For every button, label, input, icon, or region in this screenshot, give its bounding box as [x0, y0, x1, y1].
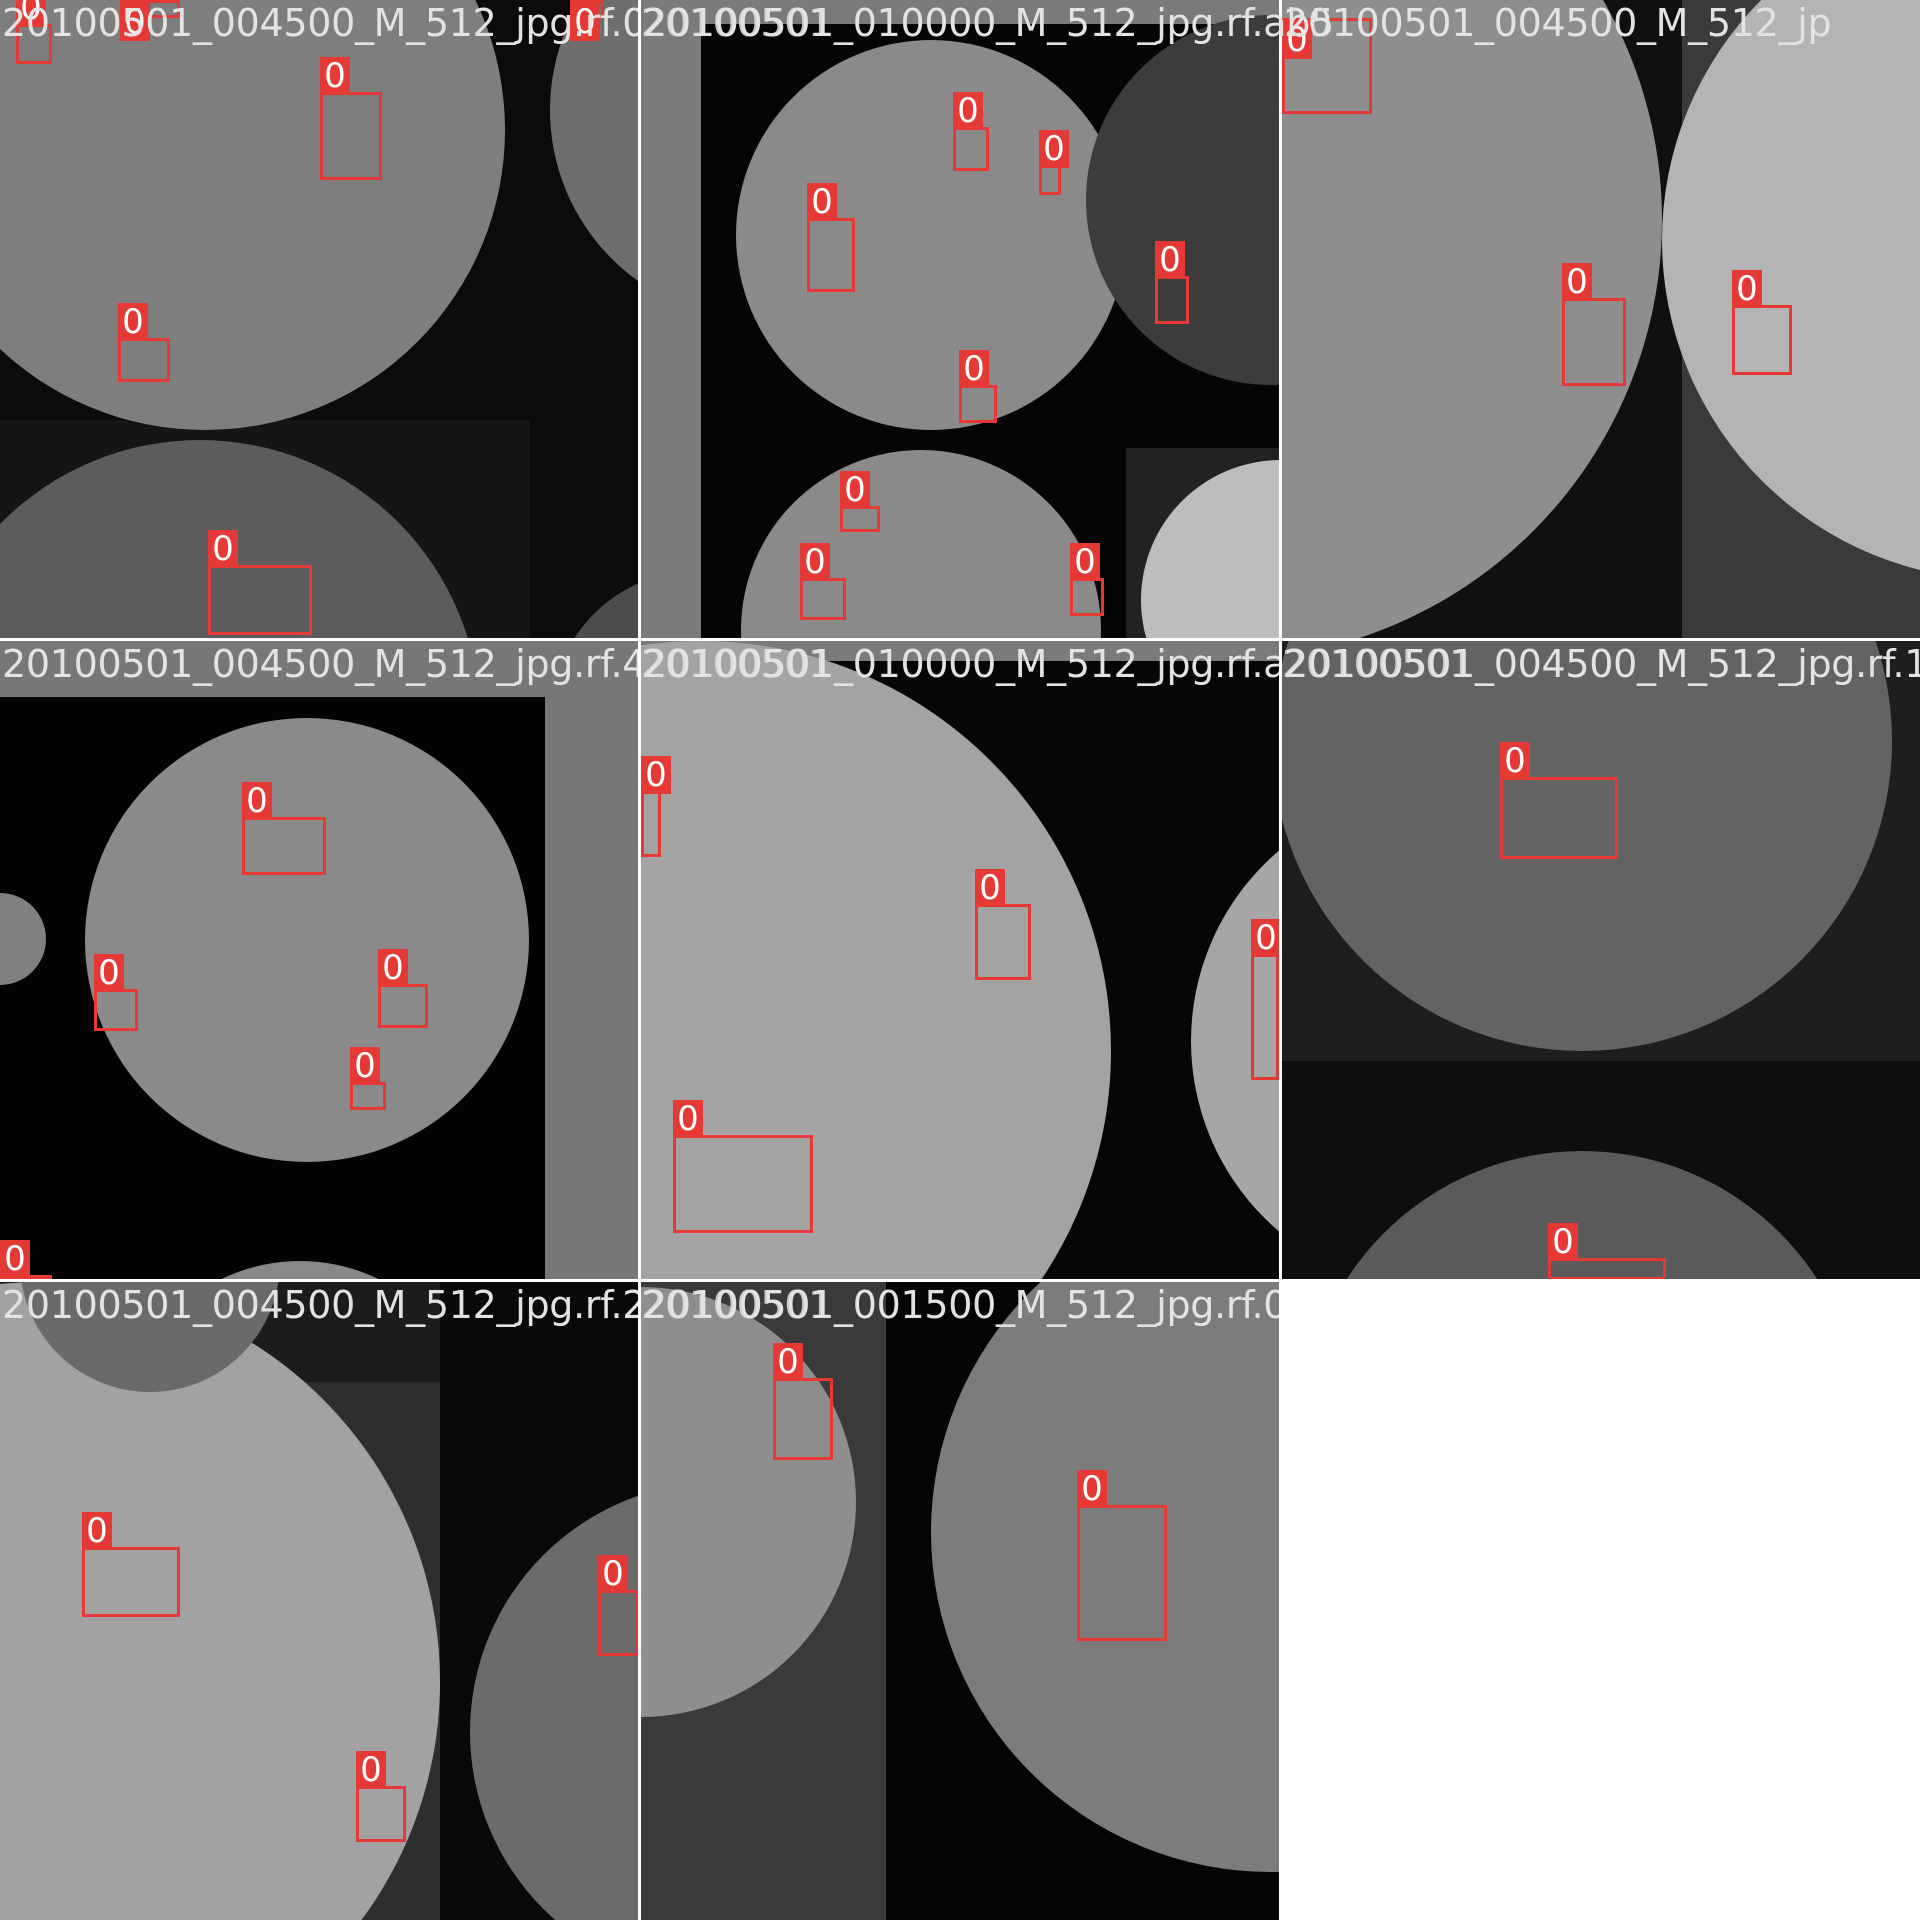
detection-box: 0 [1562, 263, 1626, 386]
magnetogram-image [641, 1282, 1279, 1920]
class-label: 0 [242, 782, 272, 820]
detection-box: 0 [82, 1512, 180, 1617]
magnetogram-image [0, 0, 638, 638]
class-label: 0 [208, 530, 238, 568]
magnetogram-image [641, 0, 1279, 638]
detection-box: 0 [208, 530, 312, 635]
magnetogram-image [1282, 0, 1920, 638]
class-label: 0 [975, 869, 1005, 907]
image-tile-1: 20100501_004500_M_512_jpg.rf.094a 0 0 0 … [0, 0, 638, 638]
magnetogram-image [641, 641, 1279, 1279]
detection-box: 0 [800, 543, 846, 620]
class-label: 0 [1548, 1223, 1578, 1261]
image-tile-4: 20100501_004500_M_512_jpg.rf.434 0 0 0 0… [0, 641, 638, 1279]
image-tile-6: 20100501_004500_M_512_jpg.rf.1de 0 0 [1282, 641, 1920, 1279]
detection-box: 0 [1070, 543, 1104, 616]
class-label: 0 [673, 1100, 703, 1138]
image-title: 20100501_004500_M_512_jp [1284, 1, 1832, 45]
class-label: 0 [350, 1047, 380, 1085]
class-label: 0 [1562, 263, 1592, 301]
image-tile-3: 20100501_004500_M_512_jp 0 0 0 [1282, 0, 1920, 638]
class-label: 0 [16, 0, 46, 27]
overlap-title-fragment: 20100501 [641, 1283, 833, 1327]
detection-box: 0 [840, 471, 880, 532]
image-title: 20100501_010000_M_512_jpg.rf.ab5 [643, 1, 1334, 45]
detection-box: 0 [356, 1751, 406, 1842]
class-label: 0 [94, 954, 124, 992]
class-label: 0 [1282, 21, 1312, 59]
detection-box: 0 [673, 1100, 813, 1233]
detection-box: 0 [598, 1555, 638, 1656]
class-label: 0 [1039, 130, 1069, 168]
class-label: 0 [1155, 241, 1185, 279]
class-label: 0 [953, 92, 983, 130]
image-title: 20100501_004500_M_512_jpg.rf.094a [2, 1, 638, 45]
image-tile-8: 20100501_001500_M_512_jpg.rf.005c5684d9d… [641, 1282, 1279, 1920]
image-title: 20100501_004500_M_512_jpg.rf.2ae [2, 1283, 638, 1327]
class-label: 0 [1500, 742, 1530, 780]
class-label: 0 [773, 1343, 803, 1381]
magnetogram-image [1282, 641, 1920, 1279]
overlap-title-fragment: 20100501 [641, 642, 833, 686]
class-label: 0 [1077, 1470, 1107, 1508]
class-label: 0 [800, 543, 830, 581]
detection-box: 0 [120, 0, 180, 41]
class-label: 0 [82, 1512, 112, 1550]
detection-box: 0 [959, 350, 997, 423]
magnetogram-image [0, 1282, 638, 1920]
detection-box: 0 [1548, 1223, 1666, 1279]
detection-box: 0 [807, 183, 855, 292]
class-label: 0 [378, 949, 408, 987]
image-tile-5: 20100501_010000_M_512_jpg.rf.a12 0 0 0 0 [641, 641, 1279, 1279]
detection-box: 0 [0, 1240, 52, 1279]
detection-box: 0 [1282, 18, 1372, 114]
detection-box: 0 [1732, 270, 1792, 375]
class-label: 0 [807, 183, 837, 221]
detection-box: 0 [953, 92, 989, 171]
detection-box: 0 [16, 0, 52, 64]
class-label: 0 [1070, 543, 1100, 581]
class-label: 0 [1251, 919, 1279, 957]
image-title: 20100501_001500_M_512_jpg.rf.005c5684d9d [643, 1283, 1279, 1327]
image-title: 20100501_004500_M_512_jpg.rf.1de [1284, 642, 1920, 686]
detection-box: 0 [378, 949, 428, 1028]
class-label: 0 [598, 1555, 628, 1593]
image-tile-2: 0 0 0 0 0 0 0 0 [641, 0, 1279, 638]
class-label: 0 [320, 57, 350, 95]
class-label: 0 [0, 1240, 30, 1278]
image-title: 20100501_010000_M_512_jpg.rf.a12 [643, 642, 1279, 686]
class-label: 0 [1732, 270, 1762, 308]
class-label: 0 [120, 3, 150, 41]
detection-box: 0 [975, 869, 1031, 980]
class-label: 0 [641, 756, 671, 794]
detection-box: 0 [1077, 1470, 1167, 1641]
detection-box: 0 [1251, 919, 1279, 1080]
detection-box: 0 [1155, 241, 1189, 324]
overlap-title-fragment: 20100501 [1282, 642, 1474, 686]
detection-box: 0 [641, 756, 671, 857]
image-title: 20100501_004500_M_512_jpg.rf.434 [2, 642, 638, 686]
detection-box: 0 [773, 1343, 833, 1460]
detection-box: 0 [1500, 742, 1618, 859]
class-label: 0 [118, 303, 148, 341]
class-label: 0 [356, 1751, 386, 1789]
detection-box: 0 [570, 0, 604, 41]
detection-box: 0 [1039, 130, 1069, 195]
overlap-title-fragment: 20100501 [641, 1, 833, 45]
class-label: 0 [570, 3, 600, 41]
detection-box: 0 [242, 782, 326, 875]
class-label: 0 [840, 471, 870, 509]
class-label: 0 [959, 350, 989, 388]
detection-box: 0 [118, 303, 170, 382]
detection-box: 0 [350, 1047, 386, 1110]
detection-box: 0 [94, 954, 138, 1031]
detection-box: 0 [320, 57, 382, 180]
image-tile-7: 20100501_004500_M_512_jpg.rf.2ae 0 0 0 [0, 1282, 638, 1920]
